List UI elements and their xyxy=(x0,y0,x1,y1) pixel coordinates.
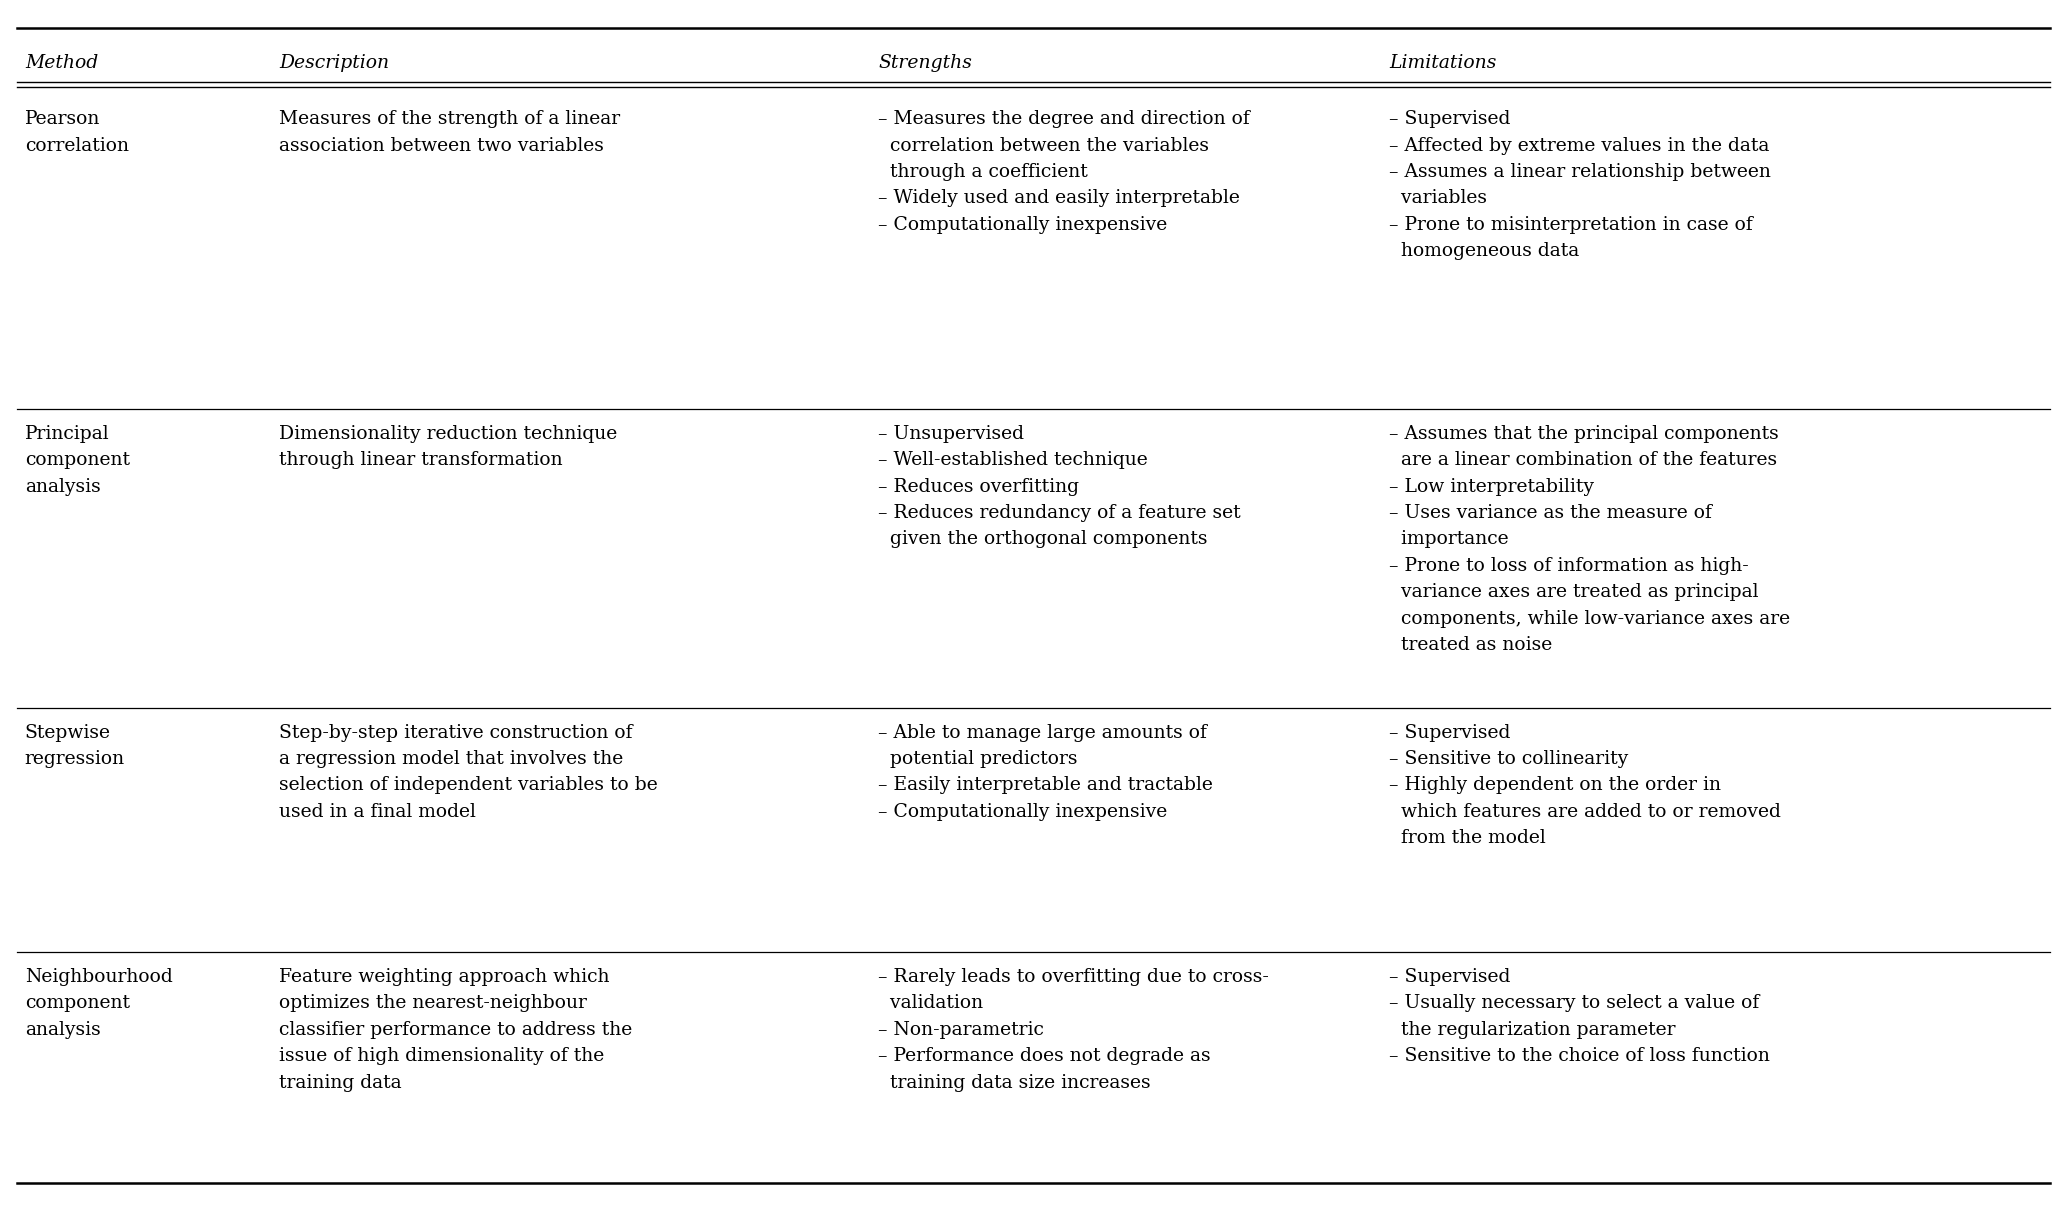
Text: Feature weighting approach which
optimizes the nearest-neighbour
classifier perf: Feature weighting approach which optimiz… xyxy=(279,968,633,1091)
Text: Method: Method xyxy=(25,54,97,73)
Text: Neighbourhood
component
analysis: Neighbourhood component analysis xyxy=(25,968,172,1039)
Text: – Unsupervised
– Well-established technique
– Reduces overfitting
– Reduces redu: – Unsupervised – Well-established techni… xyxy=(878,425,1240,548)
Text: – Supervised
– Usually necessary to select a value of
  the regularization param: – Supervised – Usually necessary to sele… xyxy=(1389,968,1769,1065)
Text: – Rarely leads to overfitting due to cross-
  validation
– Non-parametric
– Perf: – Rarely leads to overfitting due to cro… xyxy=(878,968,1269,1091)
Text: Step-by-step iterative construction of
a regression model that involves the
sele: Step-by-step iterative construction of a… xyxy=(279,724,657,820)
Text: – Measures the degree and direction of
  correlation between the variables
  thr: – Measures the degree and direction of c… xyxy=(878,110,1251,234)
Text: – Assumes that the principal components
  are a linear combination of the featur: – Assumes that the principal components … xyxy=(1389,425,1790,653)
Text: Strengths: Strengths xyxy=(878,54,971,73)
Text: Limitations: Limitations xyxy=(1389,54,1497,73)
Text: – Able to manage large amounts of
  potential predictors
– Easily interpretable : – Able to manage large amounts of potent… xyxy=(878,724,1213,820)
Text: Dimensionality reduction technique
through linear transformation: Dimensionality reduction technique throu… xyxy=(279,425,618,469)
Text: Principal
component
analysis: Principal component analysis xyxy=(25,425,130,496)
Text: Measures of the strength of a linear
association between two variables: Measures of the strength of a linear ass… xyxy=(279,110,620,155)
Text: Pearson
correlation: Pearson correlation xyxy=(25,110,128,155)
Text: – Supervised
– Sensitive to collinearity
– Highly dependent on the order in
  wh: – Supervised – Sensitive to collinearity… xyxy=(1389,724,1782,847)
Text: Stepwise
regression: Stepwise regression xyxy=(25,724,124,768)
Text: – Supervised
– Affected by extreme values in the data
– Assumes a linear relatio: – Supervised – Affected by extreme value… xyxy=(1389,110,1771,260)
Text: Description: Description xyxy=(279,54,389,73)
